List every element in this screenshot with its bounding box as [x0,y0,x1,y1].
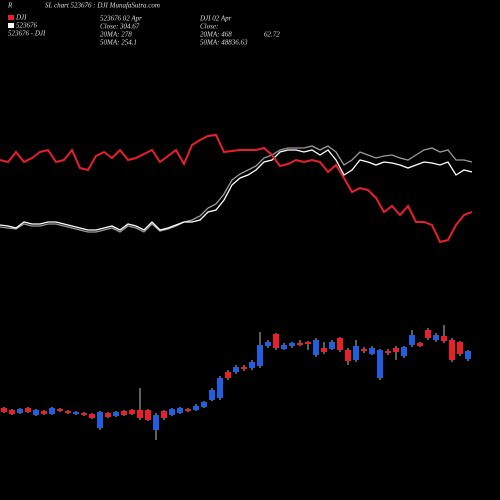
candle-body [329,342,335,349]
candle-body [273,334,279,348]
info-left: Close: 304.67 [100,23,140,31]
candle-body [209,390,215,400]
candle-body [121,411,127,415]
candle-body [377,350,383,378]
candle-body [433,335,439,340]
candle-body [17,409,23,413]
info-right: DJI 02 Apr [199,15,232,23]
candle-body [313,340,319,355]
candle-body [169,409,175,415]
info-right: 50MA: 48836.63 [200,39,248,47]
candle-body [393,348,399,352]
candle-body [105,413,111,417]
header-left: R [7,2,13,10]
legend-label: DJI [15,14,27,22]
candle-body [97,412,103,428]
candle-body [361,349,367,351]
candle-body [49,408,55,414]
line-series [0,133,473,244]
candle-body [73,412,79,414]
candle-body [129,410,135,414]
legend-label: 523676 [16,22,38,30]
candle-body [161,411,167,418]
candle-body [401,347,407,356]
candle-body [297,343,303,345]
candle-body [465,351,471,359]
candle-body [41,411,47,414]
candle-body [385,351,391,353]
candle-body [249,362,255,368]
info-left: 20MA: 278 [100,31,132,39]
candle-body [345,350,351,361]
legend-label: 523676 - DJI [8,30,46,38]
candle-body [265,342,271,346]
candle-body [153,415,159,430]
candle-body [81,413,87,415]
candle-body [241,367,247,369]
candle-body [217,378,223,398]
candle-body [321,348,327,352]
info-left: 50MA: 254.1 [100,39,137,47]
chart-title: SL chart 523676 : DJI MunafaSutra.com [45,2,160,10]
candle-body [9,410,15,414]
candle-body [89,414,95,418]
info-extra: 62.72 [264,31,280,39]
legend-swatch [8,15,14,20]
candle-body [225,372,231,378]
candle-body [417,343,423,346]
candle-body [33,410,39,415]
info-left: 523676 02 Apr [100,15,142,23]
candle-body [457,342,463,354]
candle-body [257,345,263,366]
candle-body [369,348,375,354]
candle-body [57,409,63,411]
candle-body [177,408,183,413]
candle-body [337,338,343,350]
candle-body [145,410,151,420]
candle-body [353,346,359,360]
line-series [0,145,473,233]
candle-body [441,336,447,341]
candle-body [25,408,31,412]
candle-body [65,411,71,413]
candle-body [281,345,287,349]
candle-body [137,410,143,418]
candle-body [449,340,455,360]
candle-body [289,343,295,346]
legend-swatch [8,23,14,28]
info-right: 20MA: 468 [200,31,232,39]
candle-body [425,330,431,338]
line-series [0,149,473,231]
candle-body [233,367,239,372]
candle-body [409,335,415,345]
candle-body [1,408,7,412]
candle-body [201,402,207,407]
candle-body [305,342,311,344]
candle-body [113,412,119,416]
candle-body [185,409,191,411]
info-right: Close: [200,23,218,31]
candle-body [193,406,199,410]
